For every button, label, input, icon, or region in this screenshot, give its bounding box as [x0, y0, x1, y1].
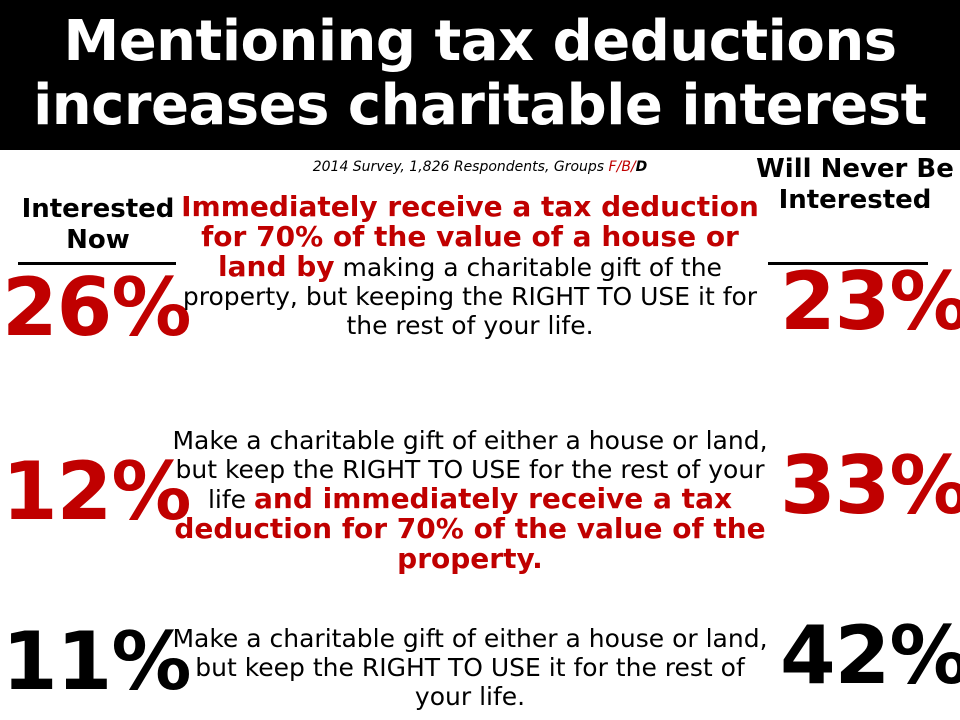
group-d-label: D: [635, 159, 648, 175]
row3-never-interested-pct: 42%: [780, 609, 960, 702]
title-banner: Mentioning tax deductions increases char…: [0, 0, 960, 150]
slide-title-line-1: Mentioning tax deductions: [63, 9, 897, 74]
row2-highlight-text: and immediately receive a tax deduction …: [174, 482, 766, 575]
row2-description: Make a charitable gift of either a house…: [170, 426, 770, 574]
row3-interested-now-pct: 11%: [2, 615, 191, 708]
group-separator: /: [616, 159, 622, 175]
row2-never-interested-pct: 33%: [780, 439, 960, 532]
row1-description: Immediately receive a tax deduction for …: [170, 192, 770, 340]
row2-interested-now-pct: 12%: [2, 445, 191, 538]
interested-now-underline: [18, 262, 176, 265]
survey-subtitle: 2014 Survey, 1,826 Respondents, Groups F…: [190, 158, 770, 176]
survey-subtitle-text: 2014 Survey, 1,826 Respondents, Groups: [312, 159, 609, 175]
never-interested-header: Will Never Be Interested: [756, 154, 954, 215]
row1-interested-now-pct: 26%: [2, 261, 191, 354]
interested-now-header: Interested Now: [21, 194, 175, 255]
group-separator: /: [630, 159, 636, 175]
row1-never-interested-pct: 23%: [780, 255, 960, 348]
group-b-label: B: [621, 159, 631, 175]
row1-highlight-text: Immediately receive a tax deduction for …: [181, 190, 759, 283]
never-interested-underline: [768, 262, 928, 265]
row2-plain-text: Make a charitable gift of either a house…: [172, 426, 768, 514]
slide-title-line-2: increases charitable interest: [33, 73, 927, 138]
row1-plain-text: making a charitable gift of the property…: [182, 253, 758, 340]
row3-description: Make a charitable gift of either a house…: [172, 624, 768, 711]
group-f-label: F: [608, 159, 617, 175]
